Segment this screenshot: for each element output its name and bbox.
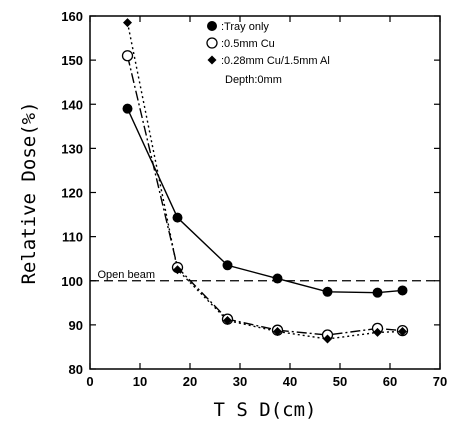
legend-label-2: :0.5mm Cu [221,38,275,50]
data-point-series-1 [272,273,283,284]
y-tick-label: 120 [61,186,83,201]
data-point-series-3 [173,265,182,275]
legend-label-1: :Tray only [221,21,269,33]
series-line-2 [126,55,403,336]
x-axis-title: T S D(cm) [214,399,317,421]
x-tick-label: 30 [233,374,247,389]
data-point-series-1 [322,286,333,297]
reference-line-group: Open beam [90,269,440,282]
open-beam-label: Open beam [98,269,155,281]
data-point-series-1 [372,287,383,298]
axis-ticks: 0 10 20 30 40 50 60 70 80 90 100 110 120 130 140 150 160 [61,9,447,389]
data-point-series-1 [122,103,133,114]
y-axis-title: Relative Dose(%) [18,101,40,284]
data-point-series-3 [123,18,132,28]
series-line-1 [126,108,403,294]
x-tick-label: 0 [86,374,93,389]
legend-label-3: :0.28mm Cu/1.5mm Al [221,55,330,67]
x-tick-label: 60 [383,374,397,389]
legend-note: Depth:0mm [225,74,282,86]
y-tick-label: 110 [62,230,83,245]
data-point-series-2 [121,50,134,62]
data-point-series-3 [273,326,282,336]
legend: :Tray only :0.5mm Cu :0.28mm Cu/1.5mm Al De… [206,21,330,86]
data-point-series-1 [397,285,408,296]
x-tick-label: 20 [183,374,197,389]
x-tick-label: 70 [433,374,447,389]
y-tick-label: 160 [61,9,83,24]
y-tick-label: 140 [61,97,83,112]
y-tick-label: 130 [61,141,83,156]
series-line-3 [126,22,403,340]
y-tick-label: 100 [61,274,83,289]
legend-marker-1 [207,21,217,31]
legend-marker-3 [207,55,217,65]
x-tick-label: 40 [283,374,297,389]
y-tick-label: 80 [69,362,83,377]
data-point-series-1 [222,260,233,271]
legend-marker-2 [206,37,218,49]
data-point-series-3 [398,326,407,336]
x-tick-label: 50 [333,374,347,389]
x-tick-label: 10 [133,374,147,389]
data-point-series-3 [323,334,332,344]
data-point-series-3 [223,315,232,325]
y-tick-label: 150 [61,53,83,68]
series-markers [121,18,409,344]
y-tick-label: 90 [69,318,83,333]
data-point-series-3 [373,327,382,337]
data-point-series-1 [172,212,183,223]
series-lines [126,22,403,340]
plot-frame [89,15,441,370]
